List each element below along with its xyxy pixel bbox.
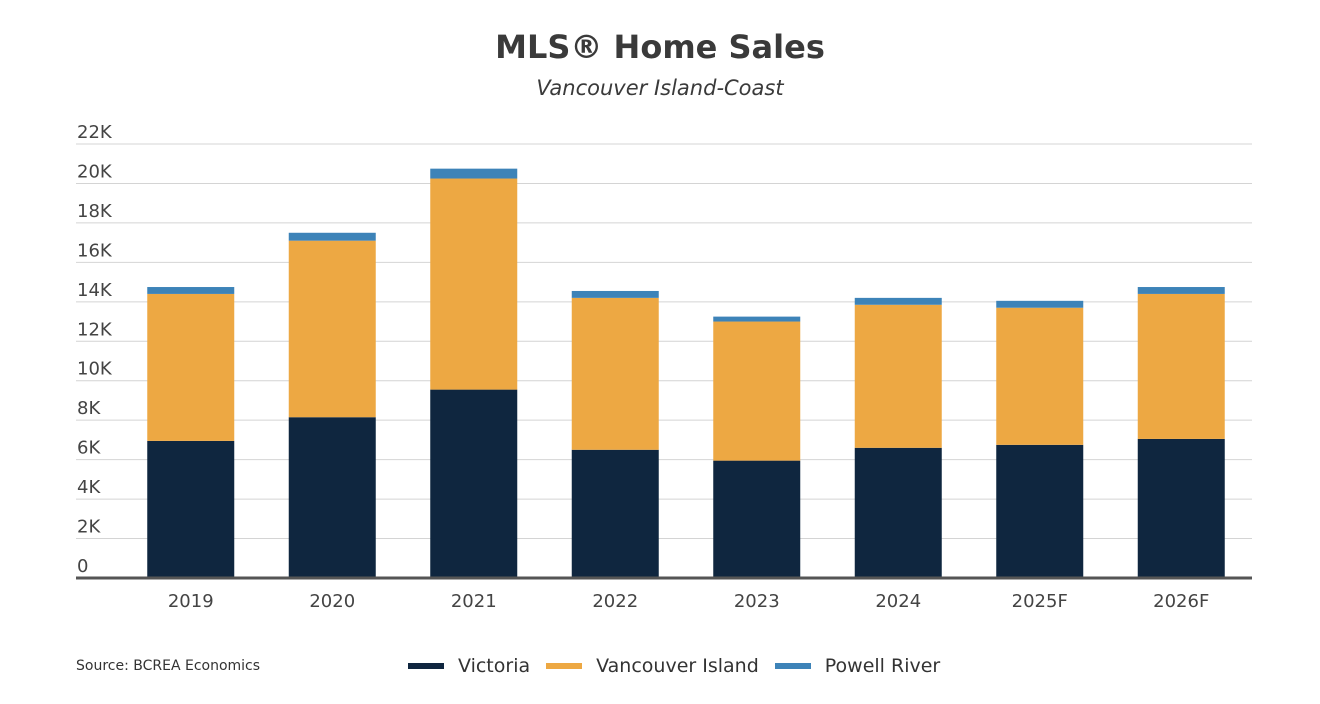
bar-segment-vancouver-island [147,293,235,441]
bar-segment-vancouver-island [713,321,801,461]
bar-segment-powell-river [147,287,235,294]
legend-item-victoria: Victoria [408,655,530,677]
x-tick-label: 2023 [734,591,780,612]
x-tick-label: 2019 [168,591,214,612]
y-tick-label: 14K [77,280,113,301]
bar-segment-victoria [571,449,659,578]
legend-swatch-victoria [408,663,444,669]
bar-segment-vancouver-island [1137,293,1225,439]
x-tick-label: 2022 [592,591,638,612]
y-tick-label: 22K [77,122,113,143]
x-tick-label: 2020 [309,591,355,612]
y-tick-label: 8K [77,398,101,419]
y-tick-label: 16K [77,240,113,261]
bar-segment-powell-river [1137,287,1225,294]
legend-label-victoria: Victoria [458,655,531,677]
y-tick-label: 18K [77,201,113,222]
bar-segment-vancouver-island [430,178,518,390]
bar-segment-vancouver-island [571,297,659,450]
legend-label-vancouver-island: Vancouver Island [596,655,759,677]
x-tick-label: 2026F [1153,591,1209,612]
bar-segment-vancouver-island [996,307,1084,445]
chart-title: MLS® Home Sales [495,28,825,66]
x-tick-label: 2024 [875,591,921,612]
y-tick-label: 4K [77,477,101,498]
bar-segment-victoria [288,417,376,578]
x-tick-label: 2021 [451,591,497,612]
y-tick-label: 0 [77,556,88,577]
source-note: Source: BCREA Economics [76,658,261,674]
chart-subtitle: Vancouver Island-Coast [536,76,784,100]
legend-label-powell-river: Powell River [824,655,941,677]
bar-segment-powell-river [288,232,376,241]
bar-segment-vancouver-island [288,240,376,418]
legend-item-powell-river: Powell River [774,655,941,677]
bar-segment-victoria [996,444,1084,578]
bar-segment-powell-river [571,290,659,298]
y-tick-label: 12K [77,319,113,340]
bar-segment-victoria [1137,438,1225,578]
legend-swatch-powell-river [774,663,811,669]
x-tick-label: 2025F [1012,591,1068,612]
stacked-bar-chart: 0 2K 4K 6K 8K 10K 12K 14K 16K 18K 20K 22K 2019 2020 20… [76,122,1252,612]
bar-segment-victoria [713,460,801,578]
bar-segment-vancouver-island [854,304,942,448]
y-tick-label: 20K [77,161,113,182]
bar-segment-powell-river [996,300,1084,308]
bar-segment-victoria [147,440,235,578]
bar-segment-victoria [430,389,518,578]
bar-segment-powell-river [430,168,518,179]
bar-segment-victoria [854,447,942,578]
legend-swatch-vancouver-island [546,663,583,669]
y-tick-label: 2K [77,517,101,538]
bar-segment-powell-river [713,316,801,322]
legend-item-vancouver-island: Vancouver Island [546,655,759,677]
legend: Victoria Vancouver Island Powell River [408,652,956,680]
y-tick-label: 6K [77,438,101,459]
bar-segment-powell-river [854,297,942,305]
y-tick-label: 10K [77,359,113,380]
